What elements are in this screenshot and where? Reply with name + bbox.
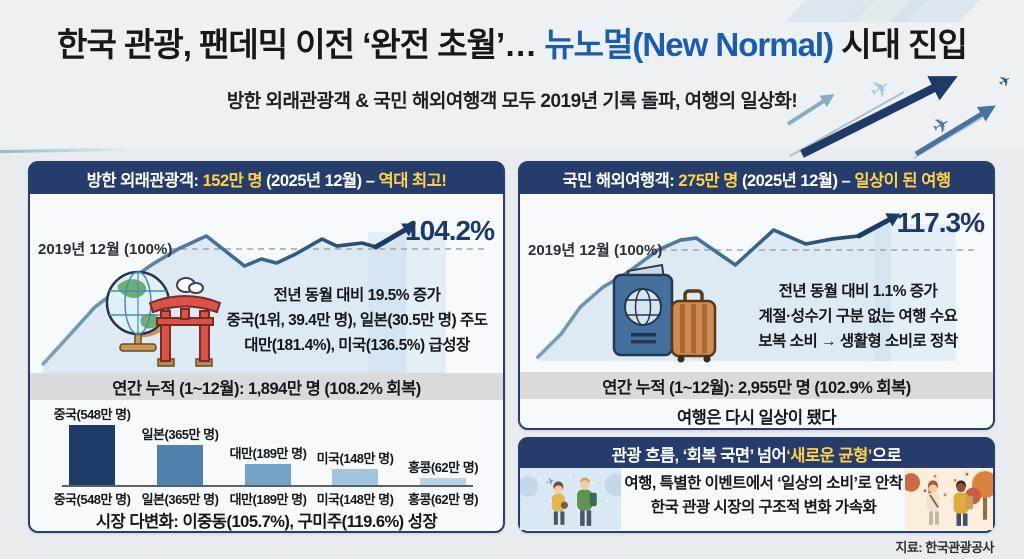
bar-bottom-label: 일본(365만 명): [141, 492, 219, 507]
autumn-travelers-illustration: [905, 468, 993, 530]
trend-summary-text: 여행, 특별한 이벤트에서 ‘일상의 소비’로 안착 한국 관광 시장의 구조적…: [624, 472, 903, 520]
decorative-line: [0, 147, 133, 154]
inbound-market-note: 시장 다변화: 이중동(105.7%), 구미주(119.6%) 성장: [95, 513, 438, 531]
inbound-note-3: 대만(181.4%), 미국(136.5%) 급성장: [244, 337, 470, 354]
inbound-panel-title: 방한 외래관광객: 152만 명 (2025년 12월) – 역대 최고!: [30, 163, 503, 194]
page-title-part2: 시대 진입: [841, 26, 968, 63]
outbound-note-1: 전년 동월 대비 1.1% 증가: [778, 283, 938, 300]
outbound-tagline: 여행은 다시 일상이 됐다: [676, 409, 837, 427]
inbound-notes: 전년 동월 대비 19.5% 증가 중국(1위, 39.4만 명), 일본(30…: [212, 283, 502, 358]
trend-title-highlight: ‘새로운 균형’: [786, 446, 872, 465]
bar-대만: [245, 464, 291, 485]
trend-line-2: 한국 관광 시장의 구조적 변화 가속화: [650, 499, 877, 516]
inbound-baseline-label: 2019년 12월 (100%): [38, 241, 172, 258]
trend-title-part1: 관광 흐름, ‘회복 국면’ 넘어: [611, 446, 787, 465]
bar-중국: [69, 425, 115, 485]
outbound-title-label: 국민 해외여행객:: [562, 171, 675, 190]
outbound-title-value: 275만 명: [678, 171, 738, 190]
trend-panel-title: 관광 흐름, ‘회복 국면’ 넘어 ‘새로운 균형’ 으로: [520, 439, 993, 468]
outbound-panel-title: 국민 해외여행객: 275만 명 (2025년 12월) – 일상이 된 여행: [520, 163, 993, 194]
inbound-annual-total: 연간 누적 (1~12월): 1,894만 명 (108.2% 회복): [30, 373, 503, 400]
bar-미국: [332, 469, 378, 485]
data-source: 지료: 한국관광공사: [895, 540, 994, 555]
trend-line-1: 여행, 특별한 이벤트에서 ‘일상의 소비’로 안착: [624, 475, 903, 492]
bar-bottom-label: 미국(148만 명): [316, 492, 394, 507]
outbound-travelers-panel: 국민 해외여행객: 275만 명 (2025년 12월) – 일상이 된 여행 …: [518, 161, 995, 430]
outbound-peak-value: 117.3%: [897, 207, 986, 238]
bar-chart-axis: [62, 485, 473, 487]
trend-summary-panel: 관광 흐름, ‘회복 국면’ 넘어 ‘새로운 균형’ 으로 ✈ 여행, 특별한 이…: [518, 437, 995, 533]
inbound-peak-value: 104.2%: [405, 215, 495, 246]
page-subtitle: 방한 외래관광객 & 국민 해외여행객 모두 2019년 기록 돌파, 여행의 …: [226, 91, 798, 112]
inbound-title-value: 152만 명: [202, 171, 263, 190]
outbound-note-2: 계절·성수기 구분 없는 여행 수요: [758, 308, 958, 325]
bar-top-label: 일본(365만 명): [141, 427, 219, 442]
inbound-title-label: 방한 외래관광객:: [86, 171, 199, 190]
bar-홍콩: [420, 478, 466, 485]
inbound-note-1: 전년 동월 대비 19.5% 증가: [273, 287, 441, 304]
plane-icon: ✈: [864, 72, 896, 106]
inbound-market-bar-chart: 중국(548만 명) 중국(548만 명) 일본(365만 명) 일본(365만 명)…: [30, 401, 503, 532]
torii-gate-icon: [148, 295, 222, 367]
globe-torii-icon: [105, 270, 222, 367]
inbound-note-2: 중국(1위, 39.4만 명), 일본(30.5만 명) 주도: [226, 312, 488, 329]
inbound-title-period: (2025년 12월) –: [266, 171, 375, 190]
outbound-note-3: 보복 소비 → 생활형 소비로 정착: [758, 333, 958, 350]
trend-title-part2: 으로: [871, 446, 902, 465]
bar-bottom-label: 대만(189만 명): [229, 492, 307, 507]
page-title: 한국 관광, 팬데믹 이전 ‘완전 초월’… 뉴노멀(New Normal) 시…: [0, 24, 1024, 66]
bar-일본: [157, 445, 203, 485]
bar-top-label: 대만(189만 명): [229, 446, 307, 461]
trail-line: [913, 117, 983, 159]
outbound-notes: 전년 동월 대비 1.1% 증가 계절·성수기 구분 없는 여행 수요 보복 소…: [728, 279, 988, 354]
trail-line: [789, 91, 905, 157]
blue-arrow-icon: [914, 105, 996, 157]
plane-icon: ✈: [995, 70, 1015, 92]
inbound-title-highlight: 역대 최고!: [378, 171, 447, 190]
outbound-title-period: (2025년 12월) –: [741, 171, 851, 190]
svg-text:✈: ✈: [545, 476, 556, 489]
page-title-highlight: 뉴노멀(New Normal): [544, 26, 834, 63]
passport-suitcase-icon: [612, 263, 717, 363]
bar-bottom-label: 홍콩(62만 명): [407, 492, 479, 507]
navy-arrow-icon: [800, 76, 958, 158]
growth-arrows-decoration: ✈ ✈ ✈: [786, 70, 1015, 159]
outbound-annual-total: 연간 누적 (1~12월): 2,955만 명 (102.9% 회복): [520, 372, 993, 399]
bar-top-label: 홍콩(62만 명): [407, 460, 479, 475]
page-title-part1: 한국 관광, 팬데믹 이전 ‘완전 초월’…: [57, 26, 537, 63]
outbound-title-highlight: 일상이 된 여행: [854, 171, 951, 190]
winter-travelers-illustration: ✈: [520, 468, 621, 530]
inbound-tourists-panel: 방한 외래관광객: 152만 명 (2025년 12월) – 역대 최고! 20…: [28, 161, 505, 533]
outbound-baseline-label: 2019년 12월 (100%): [528, 242, 662, 259]
bar-bottom-label: 중국(548만 명): [53, 492, 131, 507]
bar-top-label: 미국(148만 명): [316, 451, 394, 466]
teal-arrow-icon: [786, 94, 835, 126]
bar-top-label: 중국(548만 명): [53, 407, 131, 422]
